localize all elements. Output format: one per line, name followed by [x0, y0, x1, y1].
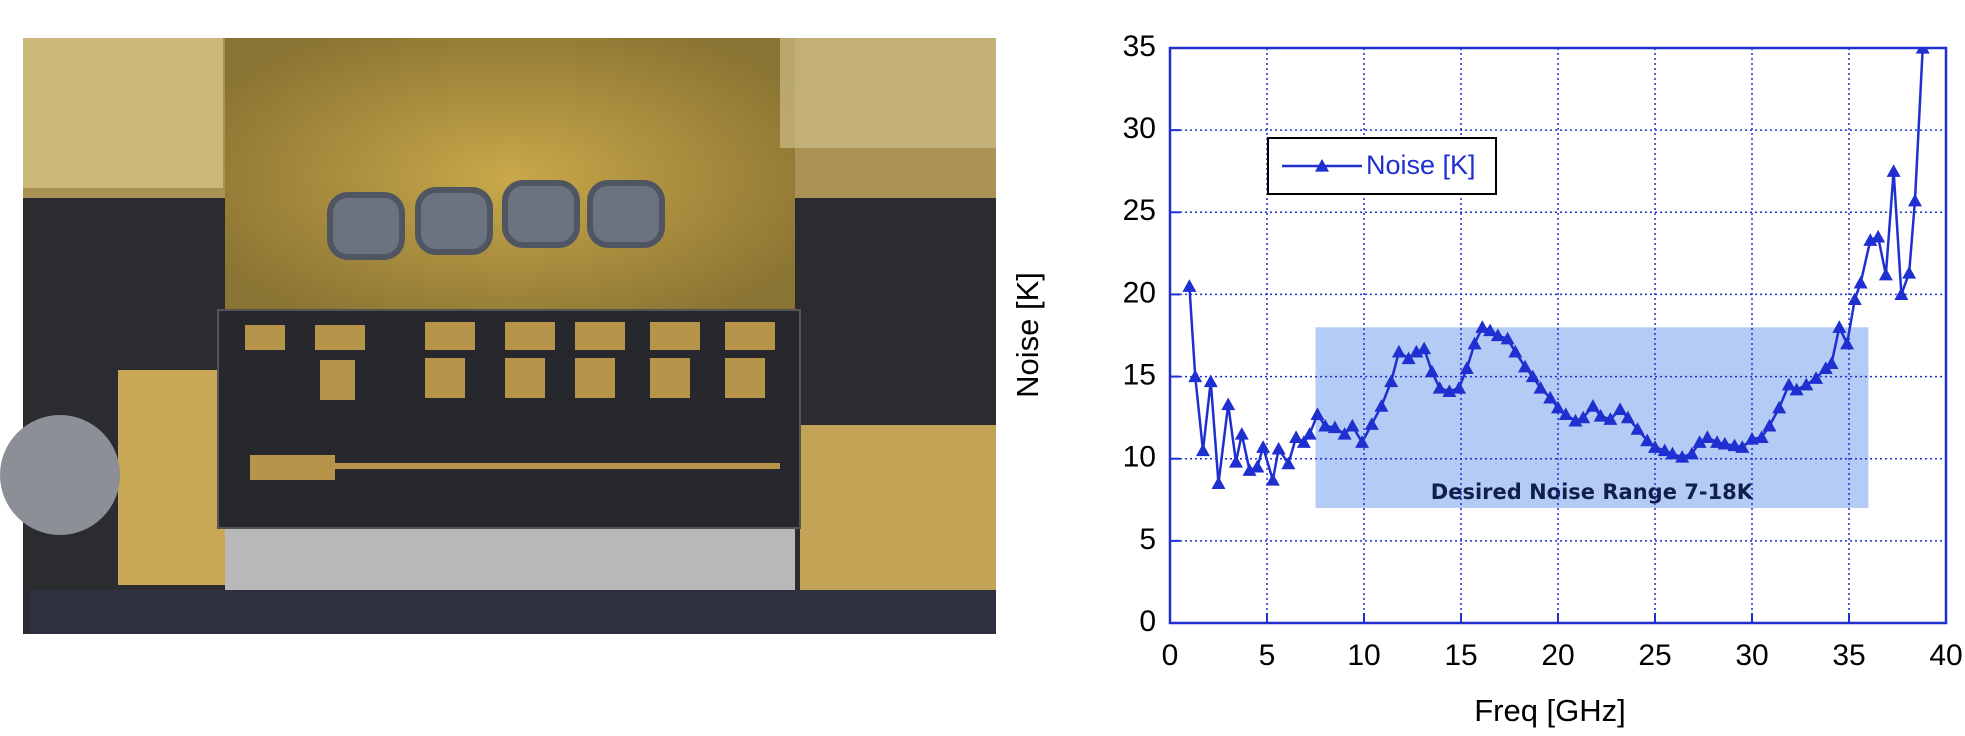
- marker: [1908, 194, 1922, 207]
- x-tick-label: 5: [1259, 639, 1276, 672]
- chip-photo: [0, 38, 996, 634]
- x-tick-label: 15: [1444, 639, 1477, 672]
- marker: [1256, 440, 1270, 453]
- page: Desired Noise Range 7-18K Freq [GHz] Noi…: [0, 0, 1965, 736]
- y-tick-label: 15: [1123, 358, 1156, 391]
- x-tick-label: 10: [1347, 639, 1380, 672]
- x-axis-label: Freq [GHz]: [1474, 693, 1626, 728]
- x-tick-label: 35: [1832, 639, 1865, 672]
- marker: [1221, 398, 1235, 411]
- marker: [1235, 427, 1249, 440]
- y-tick-label: 0: [1139, 605, 1156, 638]
- y-tick-label: 30: [1123, 112, 1156, 145]
- marker: [1902, 266, 1916, 279]
- chart: Desired Noise Range 7-18K Freq [GHz] Noi…: [1010, 30, 1963, 728]
- marker: [1303, 427, 1317, 440]
- marker: [1871, 230, 1885, 243]
- marker: [1887, 164, 1901, 177]
- legend-label: Noise [K]: [1366, 150, 1476, 180]
- marker: [1832, 320, 1846, 333]
- y-axis-label: Noise [K]: [1010, 272, 1045, 398]
- screen: Desired Noise Range 7-18K Freq [GHz] Noi…: [0, 0, 1965, 731]
- marker: [1879, 268, 1893, 281]
- marker: [1266, 473, 1280, 486]
- marker: [1229, 455, 1243, 468]
- y-tick-label: 35: [1123, 30, 1156, 63]
- y-tick-label: 20: [1123, 276, 1156, 309]
- marker: [1196, 444, 1210, 457]
- x-tick-label: 30: [1735, 639, 1768, 672]
- y-tick-label: 25: [1123, 194, 1156, 227]
- x-tick-label: 40: [1929, 639, 1962, 672]
- x-tick-label: 20: [1541, 639, 1574, 672]
- y-tick-label: 10: [1123, 441, 1156, 474]
- marker: [1212, 476, 1226, 489]
- marker: [1272, 442, 1286, 455]
- y-tick-label: 5: [1139, 523, 1156, 556]
- x-tick-label: 25: [1638, 639, 1671, 672]
- marker: [1182, 279, 1196, 292]
- annotation: Desired Noise Range 7-18K: [1431, 480, 1754, 504]
- marker: [1848, 292, 1862, 305]
- marker: [1250, 460, 1264, 473]
- marker: [1854, 276, 1868, 289]
- marker: [1281, 457, 1295, 470]
- x-tick-label: 0: [1162, 639, 1179, 672]
